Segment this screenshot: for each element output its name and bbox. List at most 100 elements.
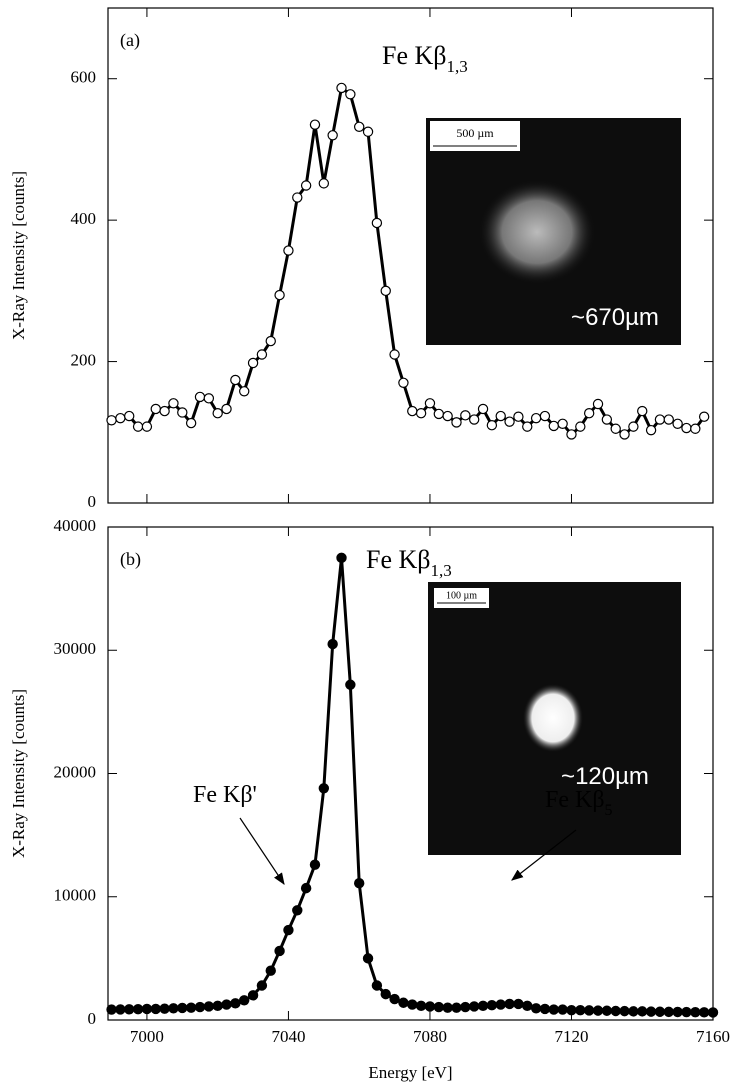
data-point (380, 988, 391, 1000)
annotation: Fe Kβ1,3 (382, 41, 468, 76)
data-point (380, 285, 391, 297)
data-point (371, 217, 383, 229)
data-point (371, 980, 383, 991)
annotation-subscript: 1,3 (447, 57, 468, 76)
data-point (530, 1003, 542, 1014)
data-point (230, 998, 241, 1009)
data-point (168, 1003, 179, 1014)
data-point (619, 1005, 630, 1017)
data-point (327, 638, 338, 650)
scale-bar-label: 100 µm (446, 590, 477, 601)
data-point (194, 391, 206, 403)
inset-size-label: ~670µm (571, 304, 659, 331)
data-point (362, 953, 374, 964)
data-point (150, 1003, 161, 1015)
inset-particle (479, 180, 595, 284)
annotation: Fe Kβ' (193, 782, 257, 808)
y-axis-label: X-Ray Intensity [counts] (9, 689, 28, 858)
annotation-subscript: 1,3 (431, 561, 452, 580)
data-point (336, 82, 347, 94)
data-point (389, 993, 400, 1005)
data-point (681, 422, 692, 434)
data-point (601, 1005, 613, 1016)
x-axis-label: Energy [eV] (368, 1063, 452, 1082)
data-point (654, 414, 666, 425)
data-point (592, 398, 604, 410)
data-point (619, 429, 630, 440)
data-point (548, 1004, 559, 1015)
panel-label: (a) (120, 30, 140, 51)
data-point (168, 398, 179, 409)
data-point (247, 357, 259, 369)
data-point (610, 423, 621, 434)
data-point (115, 412, 126, 424)
data-point (265, 965, 276, 976)
data-point (504, 998, 515, 1010)
data-point (300, 882, 312, 894)
data-point (239, 386, 250, 397)
x-tick-label: 7040 (271, 1027, 305, 1046)
data-point (628, 1006, 639, 1017)
data-point (442, 1002, 453, 1013)
data-point (610, 1005, 621, 1017)
data-point (407, 999, 418, 1010)
data-point (353, 877, 365, 889)
data-point (672, 1006, 683, 1018)
data-point (256, 349, 268, 360)
data-point (698, 411, 710, 422)
plot-frame (107, 7, 714, 504)
data-point (442, 410, 453, 422)
data-point (707, 1007, 719, 1018)
data-point (185, 417, 197, 429)
data-point (345, 89, 356, 100)
data-point (221, 403, 232, 415)
data-point (141, 421, 153, 432)
data-point (663, 1006, 674, 1018)
data-point (477, 403, 489, 415)
y-tick-label: 30000 (54, 639, 97, 658)
data-point (407, 405, 418, 417)
data-point (292, 192, 303, 203)
data-point (274, 289, 285, 301)
data-point (486, 1000, 498, 1011)
data-point (300, 180, 312, 191)
data-point (566, 1004, 577, 1016)
y-axis-label: X-Ray Intensity [counts] (9, 171, 28, 340)
y-tick-label: 0 (88, 1009, 97, 1028)
data-point (203, 1001, 215, 1012)
annotation: Fe Kβ5 (545, 787, 613, 819)
annotation-text: Fe Kβ (382, 41, 447, 70)
data-point (283, 245, 294, 256)
data-point (150, 403, 161, 415)
data-point (309, 859, 321, 870)
data-point (398, 377, 409, 388)
y-tick-label: 400 (71, 209, 97, 228)
data-point (415, 407, 427, 419)
data-point (583, 407, 595, 419)
data-point (274, 945, 285, 957)
data-point (513, 411, 524, 422)
data-point (141, 1003, 153, 1015)
data-point (212, 1000, 223, 1012)
data-point (601, 414, 613, 425)
data-point (628, 421, 639, 432)
data-point (318, 178, 330, 189)
data-point (672, 418, 683, 429)
data-point (681, 1006, 692, 1018)
scale-bar-label: 500 µm (456, 126, 494, 140)
data-point (548, 420, 559, 432)
data-point (398, 997, 409, 1008)
data-point (389, 349, 400, 360)
data-point (486, 420, 498, 431)
data-point (575, 1004, 586, 1016)
annotation-arrow (239, 817, 285, 885)
data-point (566, 429, 577, 440)
y-tick-label: 0 (88, 492, 97, 511)
x-tick-label: 7160 (696, 1027, 730, 1046)
data-point (327, 130, 338, 141)
data-point (575, 421, 586, 432)
y-tick-label: 20000 (54, 762, 97, 781)
data-point (256, 980, 268, 991)
data-point (221, 999, 232, 1010)
data-point (451, 417, 462, 428)
